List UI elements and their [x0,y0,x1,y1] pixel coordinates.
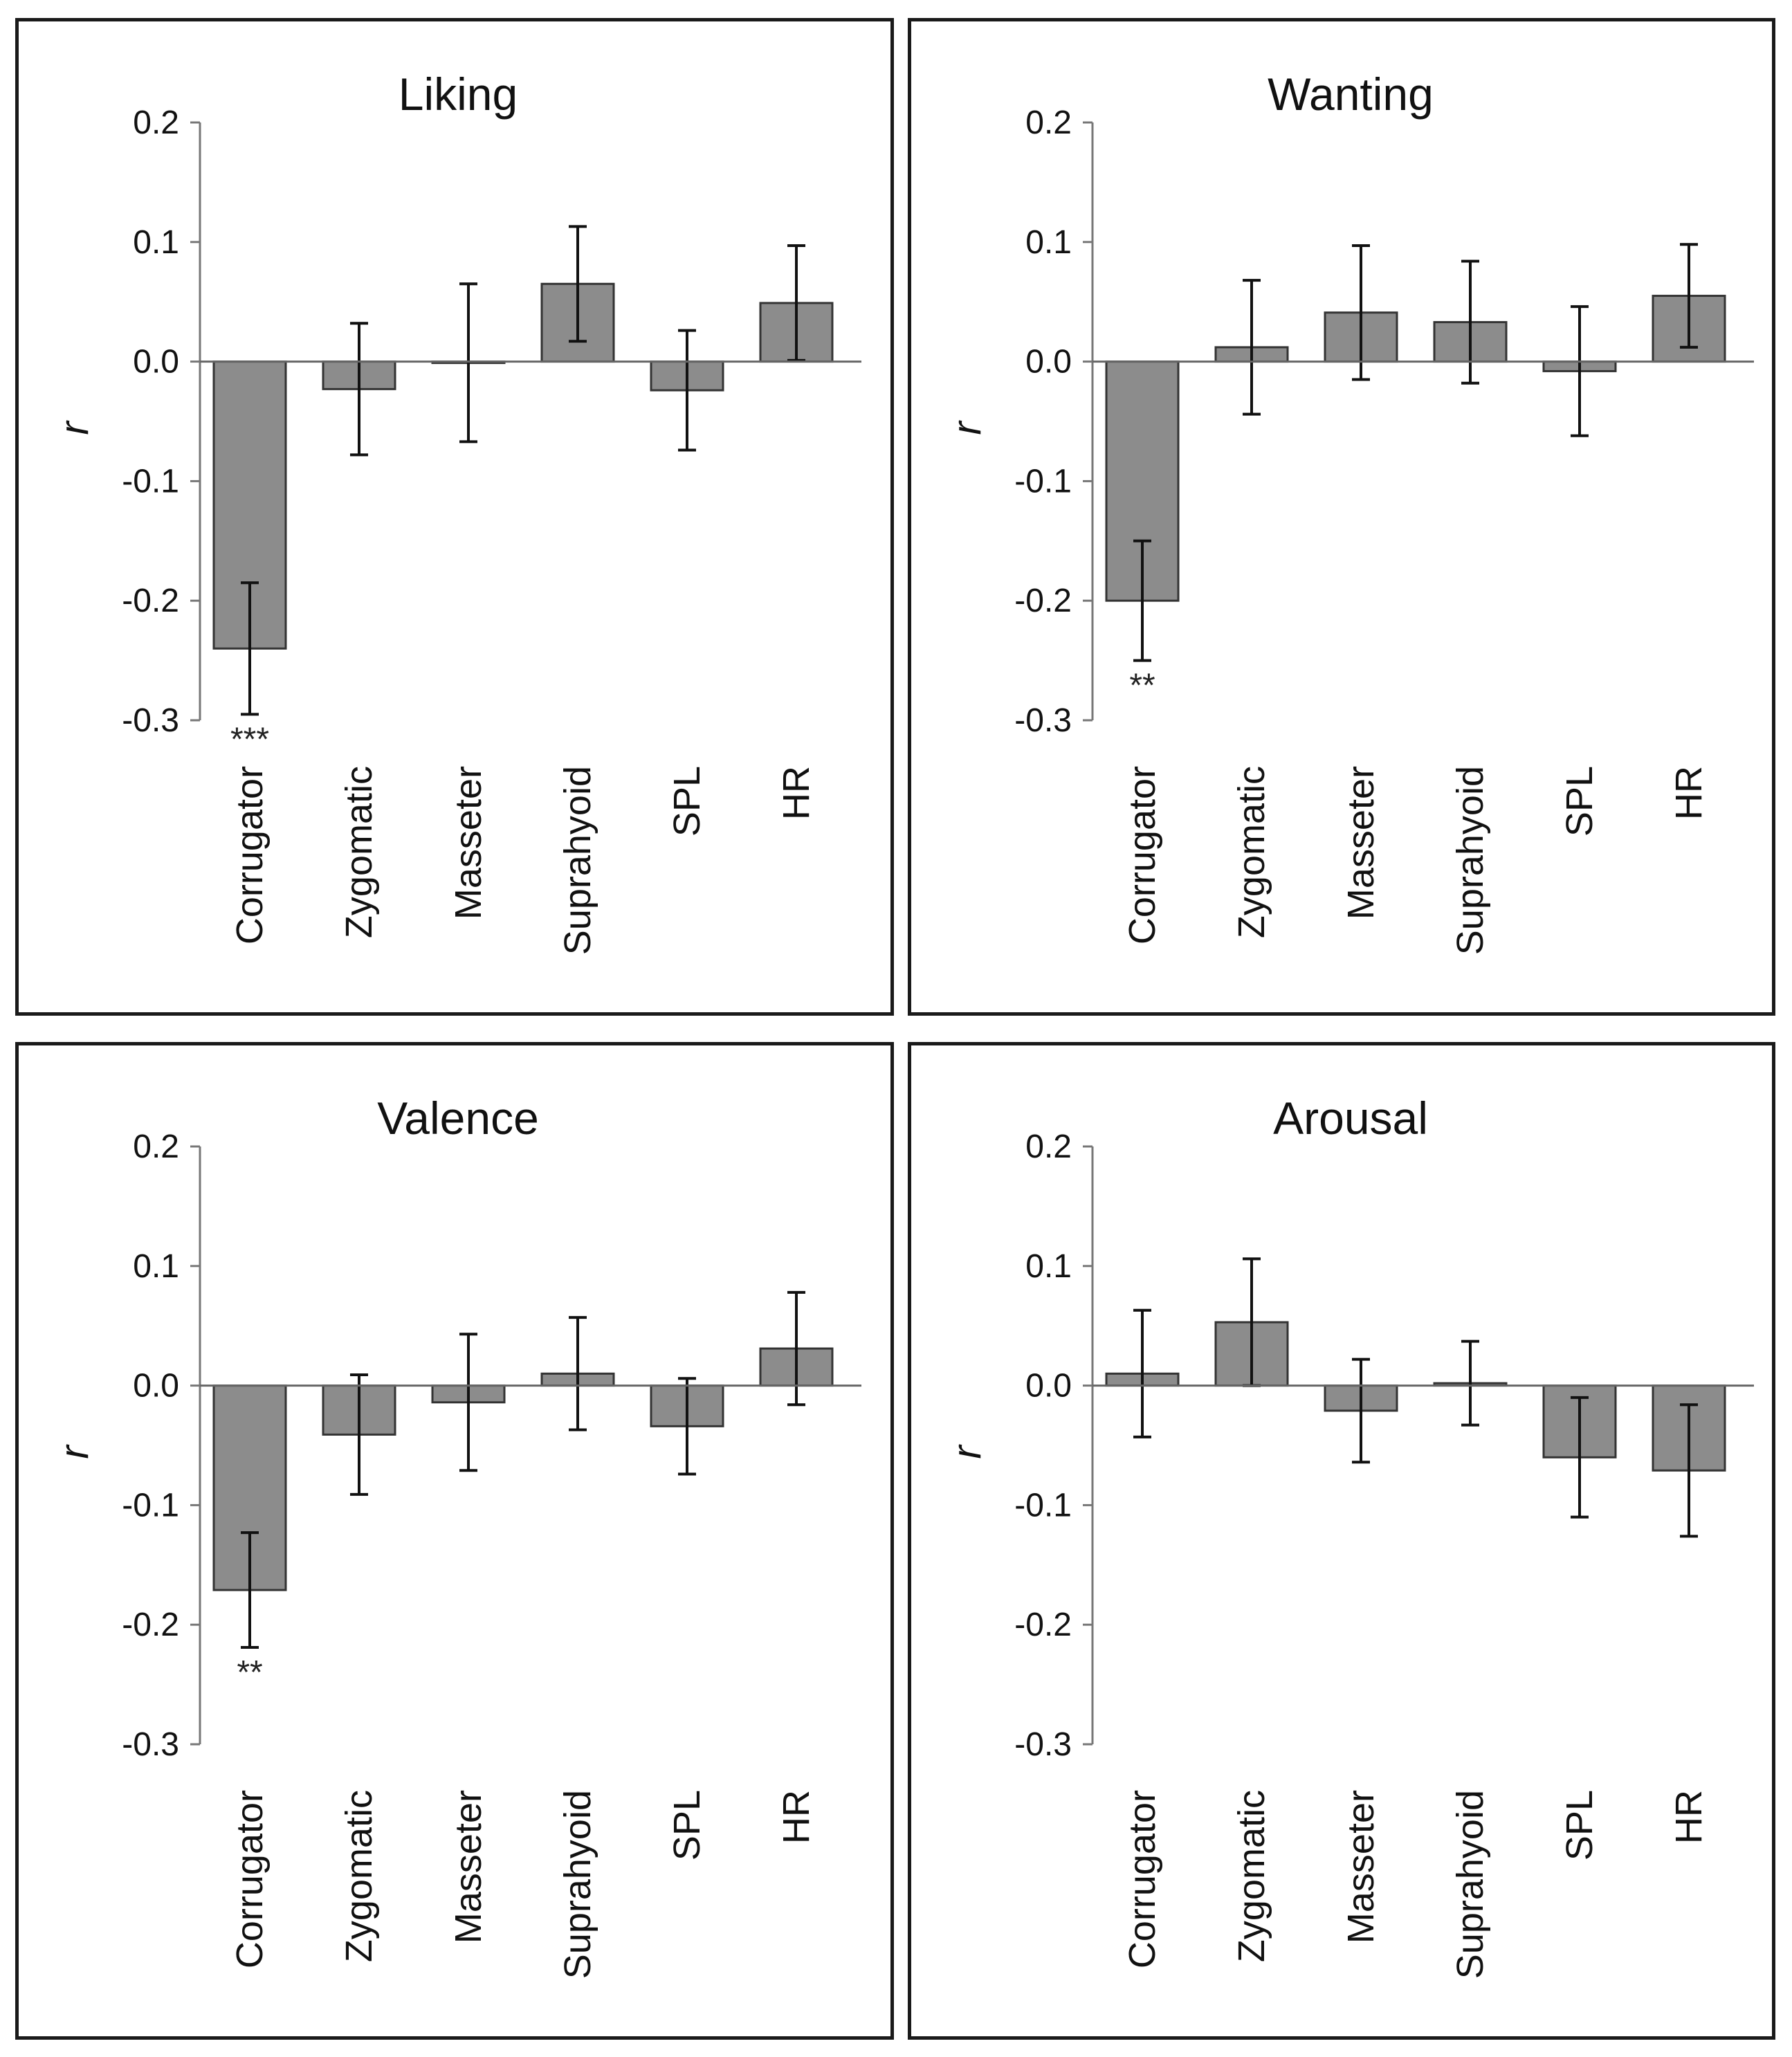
y-tick-label: -0.1 [1014,463,1072,500]
chart-panel-valence: Valence 0.2 0.1 0.0 -0.1 -0.2 -0.3 r ** Corrugato… [15,1042,894,2040]
category-label: Suprahyoid [1450,1790,1491,1979]
y-tick-label: 0.2 [133,1128,179,1165]
category-label: Suprahyoid [1450,766,1491,955]
y-tick-label: 0.0 [1025,344,1072,381]
y-tick-label: 0.0 [133,344,179,381]
significance-marker: ** [237,1654,262,1691]
category-label: Zygomatic [338,766,380,938]
y-axis-label: r [944,1444,989,1459]
category-label: Suprahyoid [557,766,598,955]
y-tick-label: -0.3 [1014,1726,1072,1763]
significance-marker: *** [230,721,269,758]
category-label: HR [776,1790,817,1844]
category-label: Masseter [1340,766,1382,920]
category-label: Zygomatic [1231,1790,1272,1962]
chart-title: Wanting [1268,68,1434,120]
y-tick-label: 0.2 [133,104,179,141]
category-label: Masseter [1340,1790,1382,1944]
category-label: SPL [666,1790,708,1861]
category-label: Masseter [448,766,489,920]
chart-panel-arousal: Arousal 0.2 0.1 0.0 -0.1 -0.2 -0.3 r Corrugator Z… [908,1042,1775,2040]
y-tick-label: -0.1 [122,463,179,500]
category-label: Zygomatic [1231,766,1272,938]
chart-svg-valence: Valence 0.2 0.1 0.0 -0.1 -0.2 -0.3 r ** Corrugato… [52,1093,861,1979]
y-tick-label: -0.3 [122,702,179,739]
chart-svg-liking: Liking 0.2 0.1 0.0 -0.1 -0.2 -0.3 r *** Corrugato… [52,68,861,955]
y-tick-label: 0.0 [133,1368,179,1405]
y-tick-label: -0.3 [1014,702,1072,739]
category-label: HR [1668,1790,1710,1844]
category-label: Suprahyoid [557,1790,598,1979]
chart-title: Valence [377,1093,539,1144]
chart-panel-liking: Liking 0.2 0.1 0.0 -0.1 -0.2 -0.3 r *** Corrugato… [15,18,894,1016]
y-tick-label: 0.0 [1025,1368,1072,1405]
chart-svg-arousal: Arousal 0.2 0.1 0.0 -0.1 -0.2 -0.3 r Corrugator Z… [944,1093,1754,1979]
y-tick-label: -0.2 [1014,583,1072,619]
y-axis-label: r [944,420,989,435]
chart-title: Liking [399,68,518,120]
chart-panel-wanting: Wanting 0.2 0.1 0.0 -0.1 -0.2 -0.3 r ** Corrugato… [908,18,1775,1016]
category-label: Zygomatic [338,1790,380,1962]
y-tick-label: -0.1 [1014,1487,1072,1524]
significance-marker: ** [1129,668,1155,704]
y-tick-label: 0.1 [133,224,179,261]
y-tick-label: -0.1 [122,1487,179,1524]
category-label: Corrugator [1122,1790,1163,1968]
y-tick-label: -0.3 [122,1726,179,1763]
y-axis-label: r [52,1444,97,1459]
y-axis-label: r [52,420,97,435]
y-tick-label: 0.1 [1025,1248,1072,1285]
category-label: SPL [666,766,708,836]
category-label: SPL [1559,1790,1600,1861]
category-label: Corrugator [229,766,271,944]
y-tick-label: -0.2 [122,1607,179,1643]
y-tick-label: 0.1 [133,1248,179,1285]
category-label: Masseter [448,1790,489,1944]
category-label: HR [1668,766,1710,820]
chart-title: Arousal [1273,1093,1428,1144]
category-label: Corrugator [229,1790,271,1968]
y-tick-label: 0.1 [1025,224,1072,261]
category-label: SPL [1559,766,1600,836]
category-label: Corrugator [1122,766,1163,944]
y-tick-label: -0.2 [122,583,179,619]
y-tick-label: 0.2 [1025,104,1072,141]
category-label: HR [776,766,817,820]
y-tick-label: -0.2 [1014,1607,1072,1643]
y-tick-label: 0.2 [1025,1128,1072,1165]
chart-svg-wanting: Wanting 0.2 0.1 0.0 -0.1 -0.2 -0.3 r ** Corrugato… [944,68,1754,955]
